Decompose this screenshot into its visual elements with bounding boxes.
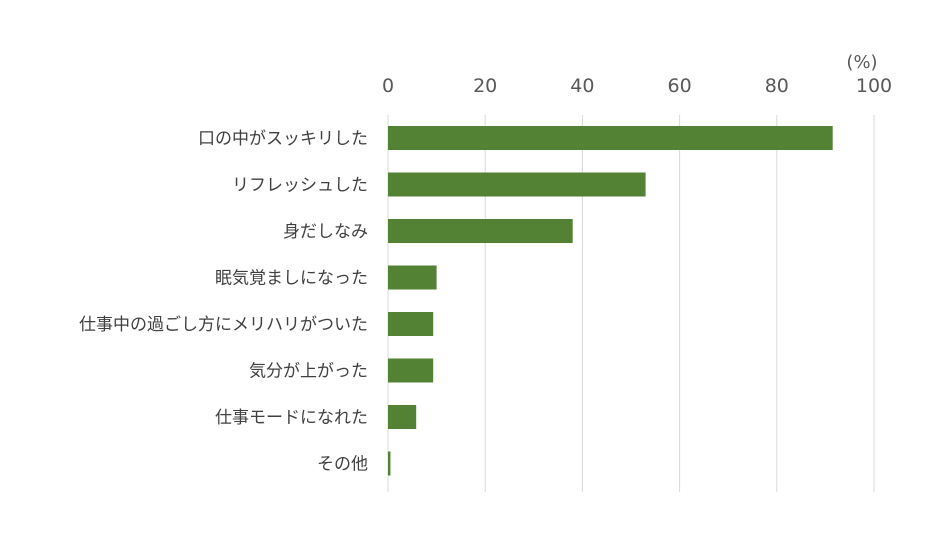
category-label: 身だしなみ	[283, 222, 368, 242]
category-label: 口の中がスッキリした	[198, 129, 368, 149]
bar	[388, 126, 833, 150]
bar	[388, 358, 434, 383]
category-label: 気分が上がった	[249, 362, 368, 382]
bar	[388, 172, 646, 197]
bars	[388, 126, 833, 476]
category-label: その他	[317, 455, 368, 475]
bar	[388, 312, 434, 336]
bar	[388, 451, 391, 476]
category-label: 仕事モードになれた	[215, 408, 368, 428]
category-label: 眠気覚ましになった	[215, 269, 368, 289]
bar	[388, 265, 437, 290]
category-labels: 口の中がスッキリしたリフレッシュした身だしなみ眠気覚ましになった仕事中の過ごし方…	[79, 129, 368, 475]
x-axis-ticks: 0 20 40 60 80 100	[382, 75, 892, 97]
x-tick-label: 20	[473, 75, 497, 97]
x-tick-label: 40	[570, 75, 594, 97]
bar	[388, 219, 573, 243]
x-tick-label: 100	[856, 75, 892, 97]
x-tick-label: 60	[668, 75, 692, 97]
category-label: リフレッシュした	[232, 176, 368, 196]
bar	[388, 405, 417, 429]
gridlines	[387, 115, 875, 492]
x-tick-label: 80	[765, 75, 789, 97]
x-tick-label: 0	[382, 75, 394, 97]
unit-label: (%)	[846, 52, 877, 73]
category-label: 仕事中の過ごし方にメリハリがついた	[79, 315, 368, 335]
